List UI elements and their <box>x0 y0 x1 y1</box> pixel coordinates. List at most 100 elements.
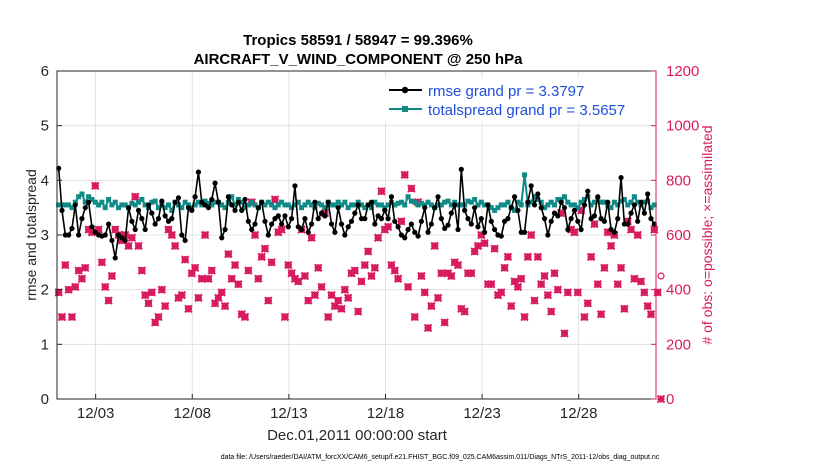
rmse-point <box>578 226 584 233</box>
totalspread-point <box>122 202 128 208</box>
totalspread-point <box>625 202 631 208</box>
totalspread-point <box>425 199 431 205</box>
obs-assimilated-marker <box>653 288 662 297</box>
right-tick-label: 400 <box>666 282 691 299</box>
obs-assimilated-marker <box>294 277 303 286</box>
totalspread-point <box>492 207 498 213</box>
rmse-point <box>205 205 212 211</box>
rmse-point <box>345 224 351 230</box>
left-tick-label: 4 <box>41 172 49 189</box>
legend-spread-marker <box>402 106 408 112</box>
rmse-point <box>312 199 318 205</box>
obs-assimilated-marker <box>440 318 449 327</box>
obs-assimilated-marker <box>510 277 519 286</box>
rmse-point <box>408 221 415 227</box>
totalspread-point <box>99 199 105 205</box>
totalspread-point <box>92 199 98 205</box>
right-axis-ticks: 0 200 400 600 800 1000 1200 <box>651 63 699 408</box>
rmse-point <box>452 202 458 208</box>
obs-assimilated-marker <box>656 394 666 404</box>
rmse-point <box>338 221 345 227</box>
totalspread-point <box>455 202 461 208</box>
obs-assimilated-marker <box>570 228 579 237</box>
x-tick-label: 12/23 <box>463 405 501 422</box>
obs-assimilated-marker <box>610 230 619 240</box>
obs-assimilated-marker <box>260 244 270 253</box>
totalspread-point <box>395 200 401 206</box>
totalspread-point <box>345 205 351 211</box>
rmse-point <box>412 229 418 235</box>
rmse-point <box>458 166 464 172</box>
obs-assimilated-marker <box>643 301 652 311</box>
totalspread-point <box>319 202 325 208</box>
rmse-point <box>212 180 218 186</box>
obs-assimilated-marker <box>270 195 280 204</box>
obs-assimilated-marker <box>184 304 193 314</box>
rmse-point <box>255 205 261 211</box>
obs-assimilated-marker <box>310 290 320 300</box>
rmse-point <box>545 232 551 238</box>
obs-assimilated-marker <box>633 230 642 240</box>
rmse-point <box>239 207 245 213</box>
totalspread-point <box>299 205 305 211</box>
totalspread-point <box>478 199 484 205</box>
obs-assimilated-marker <box>101 282 110 292</box>
totalspread-point <box>598 199 604 205</box>
totalspread-point <box>72 199 78 205</box>
obs-assimilated-marker <box>234 279 243 289</box>
obs-assimilated-marker <box>197 274 206 283</box>
totalspread-point <box>445 198 451 204</box>
totalspread-point <box>571 202 577 208</box>
chart-title: Tropics 58591 / 58947 = 99.396% <box>243 32 473 49</box>
totalspread-point <box>565 199 571 205</box>
rmse-point <box>125 205 132 211</box>
rmse-point <box>262 218 268 224</box>
x-tick-label: 12/18 <box>367 405 405 422</box>
obs-assimilated-marker <box>507 301 516 311</box>
rmse-point <box>418 218 424 224</box>
right-tick-label: 800 <box>666 172 691 189</box>
x-axis-label: Dec.01,2011 00:00:00 start <box>267 427 448 444</box>
totalspread-point <box>651 202 657 208</box>
rmse-point <box>435 194 441 200</box>
rmse-point <box>282 213 288 219</box>
totalspread-point <box>292 202 298 208</box>
rmse-point <box>558 199 564 205</box>
totalspread-point <box>375 202 381 208</box>
rmse-point <box>628 210 634 216</box>
obs-assimilated-marker <box>553 285 563 294</box>
rmse-point <box>468 221 474 227</box>
totalspread-point <box>502 202 508 208</box>
totalspread-point <box>162 205 168 211</box>
rmse-point <box>229 202 235 208</box>
totalspread-point <box>358 202 364 208</box>
totalspread-point <box>648 205 654 211</box>
totalspread-point <box>335 199 341 205</box>
obs-assimilated-marker <box>513 282 523 292</box>
rmse-point <box>625 221 631 227</box>
obs-assimilated-marker <box>167 230 177 240</box>
totalspread-point <box>295 199 301 205</box>
legend-spread-label: totalspread grand pr = 3.5657 <box>428 102 625 119</box>
totalspread-point <box>355 199 361 205</box>
totalspread-point <box>591 199 597 205</box>
totalspread-point <box>468 199 474 205</box>
totalspread-point <box>578 199 584 205</box>
totalspread-point <box>362 205 368 211</box>
left-tick-label: 3 <box>41 227 49 244</box>
rmse-point <box>638 199 644 205</box>
obs-assimilated-marker <box>240 312 250 322</box>
rmse-point <box>59 207 65 213</box>
rmse-point <box>531 202 538 208</box>
totalspread-point <box>621 196 627 202</box>
obs-assimilated-marker <box>327 290 336 300</box>
obs-assimilated-marker <box>420 288 429 297</box>
rmse-point <box>508 205 514 211</box>
rmse-point <box>498 233 504 239</box>
rmse-point <box>285 224 291 230</box>
rmse-point <box>175 195 182 201</box>
totalspread-point <box>552 202 558 208</box>
rmse-point <box>402 235 408 241</box>
rmse-point <box>362 216 368 222</box>
totalspread-point <box>385 202 391 208</box>
